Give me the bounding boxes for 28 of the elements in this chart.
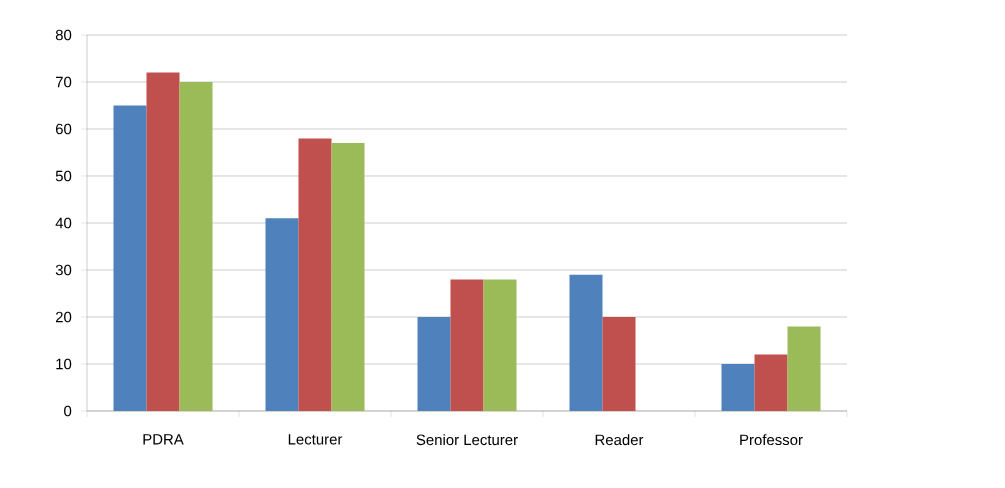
bar xyxy=(754,354,788,411)
bar xyxy=(113,105,147,411)
x-tick-label: Professor xyxy=(740,434,803,446)
bar xyxy=(179,81,213,411)
x-tick-label: Senior Lecturer xyxy=(416,434,518,446)
x-tick-label: PDRA xyxy=(143,434,184,445)
bar xyxy=(417,316,451,411)
x-tick-label: Lecturer xyxy=(288,434,343,445)
y-tick-label: 20 xyxy=(55,311,72,323)
bar xyxy=(450,279,484,411)
bar xyxy=(721,363,755,411)
bar xyxy=(265,218,299,411)
bar xyxy=(483,279,517,411)
y-tick-label: 30 xyxy=(55,264,72,276)
bar xyxy=(146,72,180,411)
y-tick-label: 50 xyxy=(55,170,72,182)
bar xyxy=(569,274,603,411)
x-tick-label: Reader xyxy=(595,434,644,446)
y-tick-label: 70 xyxy=(55,76,72,88)
bar xyxy=(602,316,636,411)
y-tick-label: 60 xyxy=(55,123,72,135)
y-tick-label: 0 xyxy=(64,405,72,417)
y-tick-label: 80 xyxy=(55,29,72,41)
y-tick-label: 40 xyxy=(55,217,72,229)
bar xyxy=(331,143,365,411)
bar xyxy=(787,326,821,411)
y-tick-label: 10 xyxy=(56,358,72,370)
bar xyxy=(298,138,332,411)
